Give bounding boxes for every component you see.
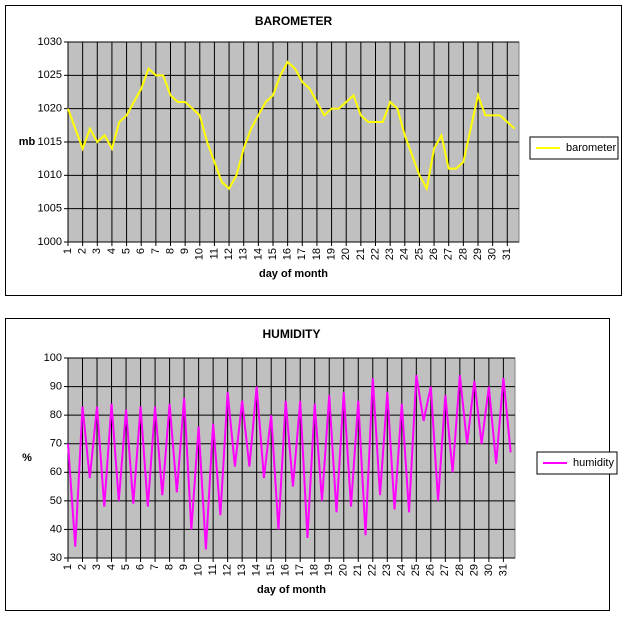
x-tick-label: 28 — [457, 248, 469, 260]
x-tick-label: 25 — [410, 564, 422, 576]
x-tick-label: 15 — [265, 564, 277, 576]
x-tick-label: 7 — [150, 248, 162, 254]
x-tick-label: 26 — [425, 564, 437, 576]
x-tick-label: 17 — [294, 564, 306, 576]
y-tick-label: 1005 — [38, 203, 62, 215]
x-tick-label: 16 — [280, 564, 292, 576]
x-tick-label: 9 — [179, 248, 191, 254]
y-tick-label: 80 — [50, 409, 62, 421]
x-tick-label: 10 — [193, 564, 205, 576]
legend — [529, 136, 619, 160]
x-tick-label: 26 — [428, 248, 440, 260]
x-tick-label: 30 — [483, 564, 495, 576]
x-tick-label: 9 — [178, 564, 190, 570]
x-tick-label: 14 — [252, 248, 264, 260]
chart-title: BAROMETER — [255, 14, 333, 28]
x-tick-label: 14 — [251, 564, 263, 576]
x-tick-label: 1 — [62, 564, 74, 570]
y-tick-label: 1020 — [38, 103, 62, 115]
x-tick-label: 12 — [223, 248, 235, 260]
x-tick-label: 19 — [323, 564, 335, 576]
y-axis-label: % — [22, 452, 32, 464]
y-tick-label: 90 — [50, 380, 62, 392]
legend-label: humidity — [573, 457, 614, 469]
y-tick-label: 1030 — [38, 36, 62, 48]
x-tick-label: 27 — [439, 564, 451, 576]
x-tick-label: 22 — [369, 248, 381, 260]
x-tick-label: 6 — [134, 564, 146, 570]
x-tick-label: 18 — [311, 248, 323, 260]
x-tick-label: 10 — [194, 248, 206, 260]
y-tick-label: 1015 — [38, 136, 62, 148]
x-tick-label: 4 — [106, 248, 118, 254]
chart-title: HUMIDITY — [263, 327, 321, 341]
x-tick-label: 29 — [472, 248, 484, 260]
y-tick-label: 1025 — [38, 69, 62, 81]
x-tick-label: 3 — [91, 248, 103, 254]
x-tick-label: 20 — [338, 564, 350, 576]
x-tick-label: 15 — [267, 248, 279, 260]
y-tick-label: 1000 — [38, 236, 62, 248]
x-tick-label: 25 — [413, 248, 425, 260]
x-tick-label: 12 — [222, 564, 234, 576]
x-tick-label: 31 — [501, 248, 513, 260]
x-tick-label: 29 — [468, 564, 480, 576]
legend-label: barometer — [566, 142, 616, 154]
x-tick-label: 7 — [149, 564, 161, 570]
x-tick-label: 18 — [309, 564, 321, 576]
legend — [536, 451, 618, 475]
y-tick-label: 50 — [50, 495, 62, 507]
x-tick-label: 21 — [352, 564, 364, 576]
x-tick-label: 11 — [207, 564, 219, 575]
x-tick-label: 31 — [497, 564, 509, 576]
y-tick-label: 100 — [44, 352, 62, 364]
y-tick-label: 1010 — [38, 169, 62, 181]
x-axis-label: day of month — [257, 584, 326, 596]
x-tick-label: 2 — [77, 248, 89, 254]
x-tick-label: 8 — [164, 248, 176, 254]
x-tick-label: 16 — [282, 248, 294, 260]
x-tick-label: 13 — [236, 564, 248, 576]
x-tick-label: 23 — [381, 564, 393, 576]
x-tick-label: 13 — [238, 248, 250, 260]
x-axis-label: day of month — [259, 268, 328, 280]
x-tick-label: 17 — [296, 248, 308, 260]
y-tick-label: 70 — [50, 438, 62, 450]
x-tick-label: 5 — [120, 564, 132, 570]
data-line — [67, 60, 516, 192]
x-tick-label: 20 — [340, 248, 352, 260]
x-tick-label: 27 — [443, 248, 455, 260]
x-tick-label: 24 — [399, 248, 411, 260]
x-tick-label: 28 — [454, 564, 466, 576]
y-tick-label: 60 — [50, 466, 62, 478]
x-tick-label: 4 — [105, 564, 117, 570]
x-tick-label: 3 — [91, 564, 103, 570]
x-tick-label: 22 — [367, 564, 379, 576]
x-tick-label: 19 — [325, 248, 337, 260]
y-axis-label: mb — [19, 136, 36, 148]
x-tick-label: 23 — [384, 248, 396, 260]
x-tick-label: 6 — [135, 248, 147, 254]
x-tick-label: 24 — [396, 564, 408, 576]
y-tick-label: 40 — [50, 523, 62, 535]
y-tick-label: 30 — [50, 552, 62, 564]
x-tick-label: 2 — [76, 564, 88, 570]
x-tick-label: 11 — [208, 248, 220, 259]
x-tick-label: 21 — [355, 248, 367, 260]
x-tick-label: 30 — [487, 248, 499, 260]
data-line — [67, 374, 512, 550]
x-tick-label: 8 — [163, 564, 175, 570]
x-tick-label: 1 — [62, 248, 74, 254]
x-tick-label: 5 — [120, 248, 132, 254]
